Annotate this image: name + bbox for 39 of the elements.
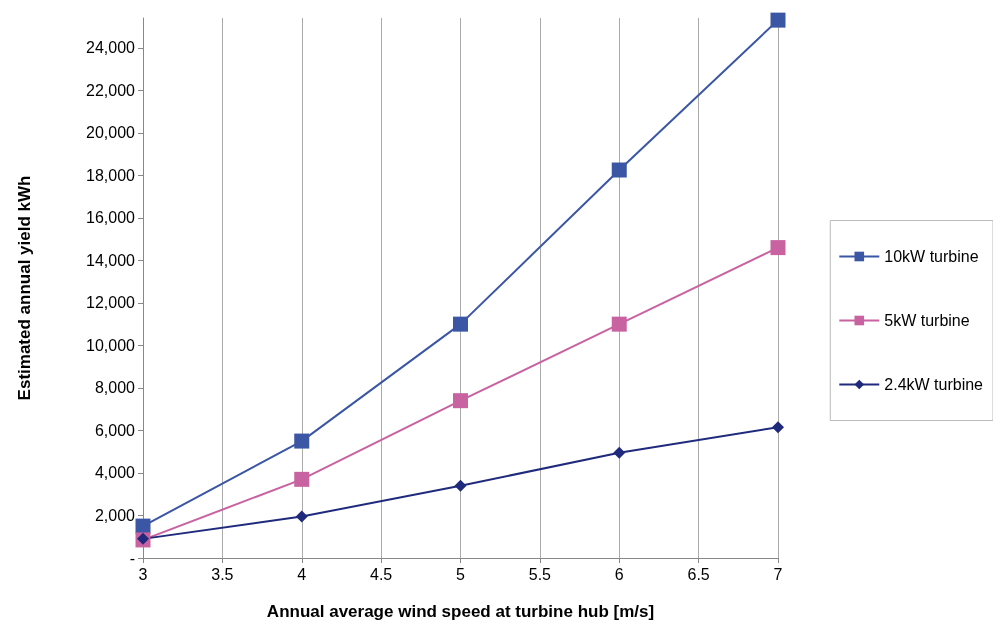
point xyxy=(294,471,310,487)
point xyxy=(454,479,467,492)
y-tick-label: 14,000 xyxy=(86,251,136,269)
x-tick-label: 6.5 xyxy=(687,565,710,583)
y-tick-label: 18,000 xyxy=(86,166,136,184)
y-tick-label: 20,000 xyxy=(86,124,136,142)
point xyxy=(770,240,786,256)
point xyxy=(295,510,308,523)
y-tick-label: - xyxy=(129,549,135,567)
y-tick-label: 12,000 xyxy=(86,294,136,312)
y-tick-label: 8,000 xyxy=(94,379,136,397)
y-tick-label: 2,000 xyxy=(94,506,136,524)
x-tick-label: 6 xyxy=(614,565,624,583)
legend-label: 2.4kW turbine xyxy=(884,376,984,393)
x-axis-title: Annual average wind speed at turbine hub [m/s] xyxy=(266,602,655,621)
point xyxy=(613,446,626,459)
x-tick-label: 3 xyxy=(138,565,148,583)
legend-label: 5kW turbine xyxy=(884,312,970,329)
y-tick-label: 4,000 xyxy=(94,464,136,482)
y-axis-title: Estimated annual yield kWh xyxy=(15,175,34,401)
x-tick-label: 5 xyxy=(456,565,466,583)
x-tick-label: 4 xyxy=(297,565,307,583)
point xyxy=(453,316,468,332)
y-tick-label: 6,000 xyxy=(94,421,136,439)
y-tick-label: 16,000 xyxy=(86,209,136,227)
x-tick-label: 3.5 xyxy=(211,565,234,583)
legend-label: 10kW turbine xyxy=(884,248,979,265)
point xyxy=(772,421,784,434)
x-tick-label: 4.5 xyxy=(370,565,393,583)
y-tick-label: 24,000 xyxy=(86,39,136,57)
y-tick-label: 10,000 xyxy=(86,336,136,354)
x-tick-label: 5.5 xyxy=(528,565,552,583)
y-tick-label: 22,000 xyxy=(86,81,136,99)
point xyxy=(611,162,627,178)
point xyxy=(770,12,786,28)
point xyxy=(611,316,627,332)
x-tick-label: 7 xyxy=(773,565,783,583)
point xyxy=(294,433,310,449)
point xyxy=(453,393,468,409)
